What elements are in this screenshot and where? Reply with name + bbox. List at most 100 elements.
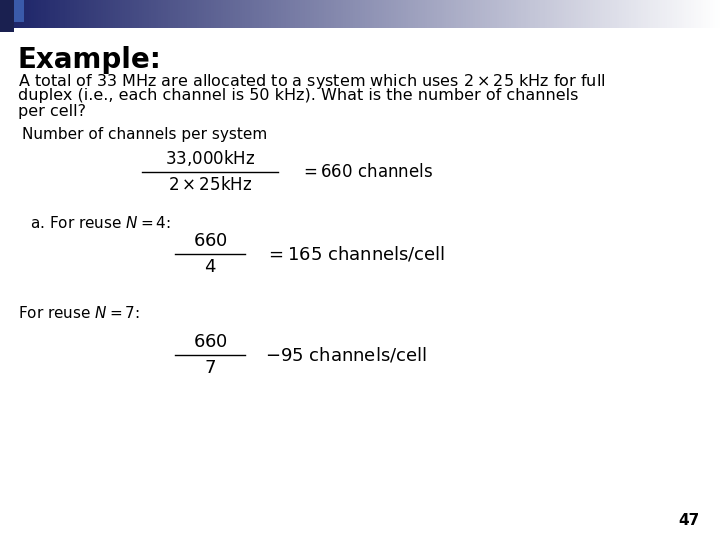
Bar bbox=[197, 0, 200, 28]
Bar bbox=[202, 0, 205, 28]
Bar bbox=[564, 0, 567, 28]
Bar bbox=[158, 0, 162, 28]
Bar bbox=[432, 0, 436, 28]
Bar bbox=[0, 0, 4, 28]
Bar bbox=[477, 0, 481, 28]
Bar bbox=[290, 0, 294, 28]
Bar bbox=[199, 0, 202, 28]
Bar bbox=[619, 0, 623, 28]
Bar bbox=[603, 0, 606, 28]
Bar bbox=[403, 0, 407, 28]
Bar bbox=[598, 0, 601, 28]
Bar bbox=[207, 0, 210, 28]
Bar bbox=[65, 0, 68, 28]
Bar bbox=[194, 0, 198, 28]
Bar bbox=[264, 0, 267, 28]
Bar bbox=[252, 0, 256, 28]
Bar bbox=[53, 0, 56, 28]
Bar bbox=[535, 0, 539, 28]
Bar bbox=[434, 0, 438, 28]
Text: For reuse $N = 7$:: For reuse $N = 7$: bbox=[18, 305, 140, 321]
Bar bbox=[223, 0, 227, 28]
Bar bbox=[595, 0, 598, 28]
Bar bbox=[187, 0, 191, 28]
Bar bbox=[677, 0, 680, 28]
Bar bbox=[225, 0, 229, 28]
Bar bbox=[312, 0, 315, 28]
Bar bbox=[341, 0, 344, 28]
Bar bbox=[305, 0, 308, 28]
Bar bbox=[701, 0, 704, 28]
Bar bbox=[526, 0, 529, 28]
Bar bbox=[14, 0, 18, 28]
Bar bbox=[38, 0, 42, 28]
Bar bbox=[96, 0, 99, 28]
Bar bbox=[293, 0, 296, 28]
Bar bbox=[583, 0, 587, 28]
Bar bbox=[499, 0, 503, 28]
Bar bbox=[394, 0, 397, 28]
Bar bbox=[70, 0, 73, 28]
Text: A total of 33 MHz are allocated to a system which uses $2\times25$ kHz for full: A total of 33 MHz are allocated to a sys… bbox=[18, 72, 606, 91]
Bar bbox=[612, 0, 616, 28]
Bar bbox=[151, 0, 155, 28]
Bar bbox=[617, 0, 620, 28]
Bar bbox=[660, 0, 663, 28]
Bar bbox=[113, 0, 116, 28]
Bar bbox=[168, 0, 171, 28]
Bar bbox=[425, 0, 428, 28]
Bar bbox=[607, 0, 611, 28]
Bar bbox=[245, 0, 248, 28]
Bar bbox=[559, 0, 562, 28]
Bar bbox=[235, 0, 238, 28]
Bar bbox=[497, 0, 500, 28]
Bar bbox=[410, 0, 414, 28]
Bar bbox=[708, 0, 711, 28]
Bar bbox=[362, 0, 366, 28]
Bar bbox=[218, 0, 222, 28]
Bar bbox=[0, 0, 14, 32]
Bar bbox=[315, 0, 318, 28]
Bar bbox=[430, 0, 433, 28]
Bar bbox=[585, 0, 589, 28]
Bar bbox=[12, 0, 15, 28]
Bar bbox=[81, 0, 85, 28]
Bar bbox=[43, 0, 47, 28]
Bar bbox=[463, 0, 467, 28]
Bar bbox=[27, 0, 30, 28]
Bar bbox=[427, 0, 431, 28]
Bar bbox=[271, 0, 274, 28]
Bar bbox=[518, 0, 522, 28]
Bar bbox=[360, 0, 364, 28]
Bar bbox=[297, 0, 301, 28]
Bar bbox=[317, 0, 320, 28]
Bar bbox=[693, 0, 697, 28]
Bar bbox=[423, 0, 426, 28]
Bar bbox=[295, 0, 299, 28]
Text: $7$: $7$ bbox=[204, 359, 216, 377]
Bar bbox=[487, 0, 490, 28]
Bar bbox=[545, 0, 548, 28]
Bar bbox=[353, 0, 356, 28]
Bar bbox=[646, 0, 649, 28]
Bar bbox=[408, 0, 411, 28]
Bar bbox=[130, 0, 133, 28]
Bar bbox=[538, 0, 541, 28]
Bar bbox=[552, 0, 555, 28]
Bar bbox=[211, 0, 215, 28]
Bar bbox=[374, 0, 378, 28]
Bar bbox=[120, 0, 123, 28]
Bar bbox=[132, 0, 135, 28]
Bar bbox=[333, 0, 337, 28]
Text: a. For reuse $N = 4$:: a. For reuse $N = 4$: bbox=[30, 215, 171, 231]
Bar bbox=[238, 0, 241, 28]
Bar bbox=[346, 0, 349, 28]
Bar bbox=[655, 0, 659, 28]
Bar bbox=[108, 0, 112, 28]
Bar bbox=[495, 0, 498, 28]
Bar bbox=[569, 0, 572, 28]
Bar bbox=[713, 0, 716, 28]
Bar bbox=[29, 0, 32, 28]
Bar bbox=[439, 0, 443, 28]
Bar bbox=[506, 0, 510, 28]
